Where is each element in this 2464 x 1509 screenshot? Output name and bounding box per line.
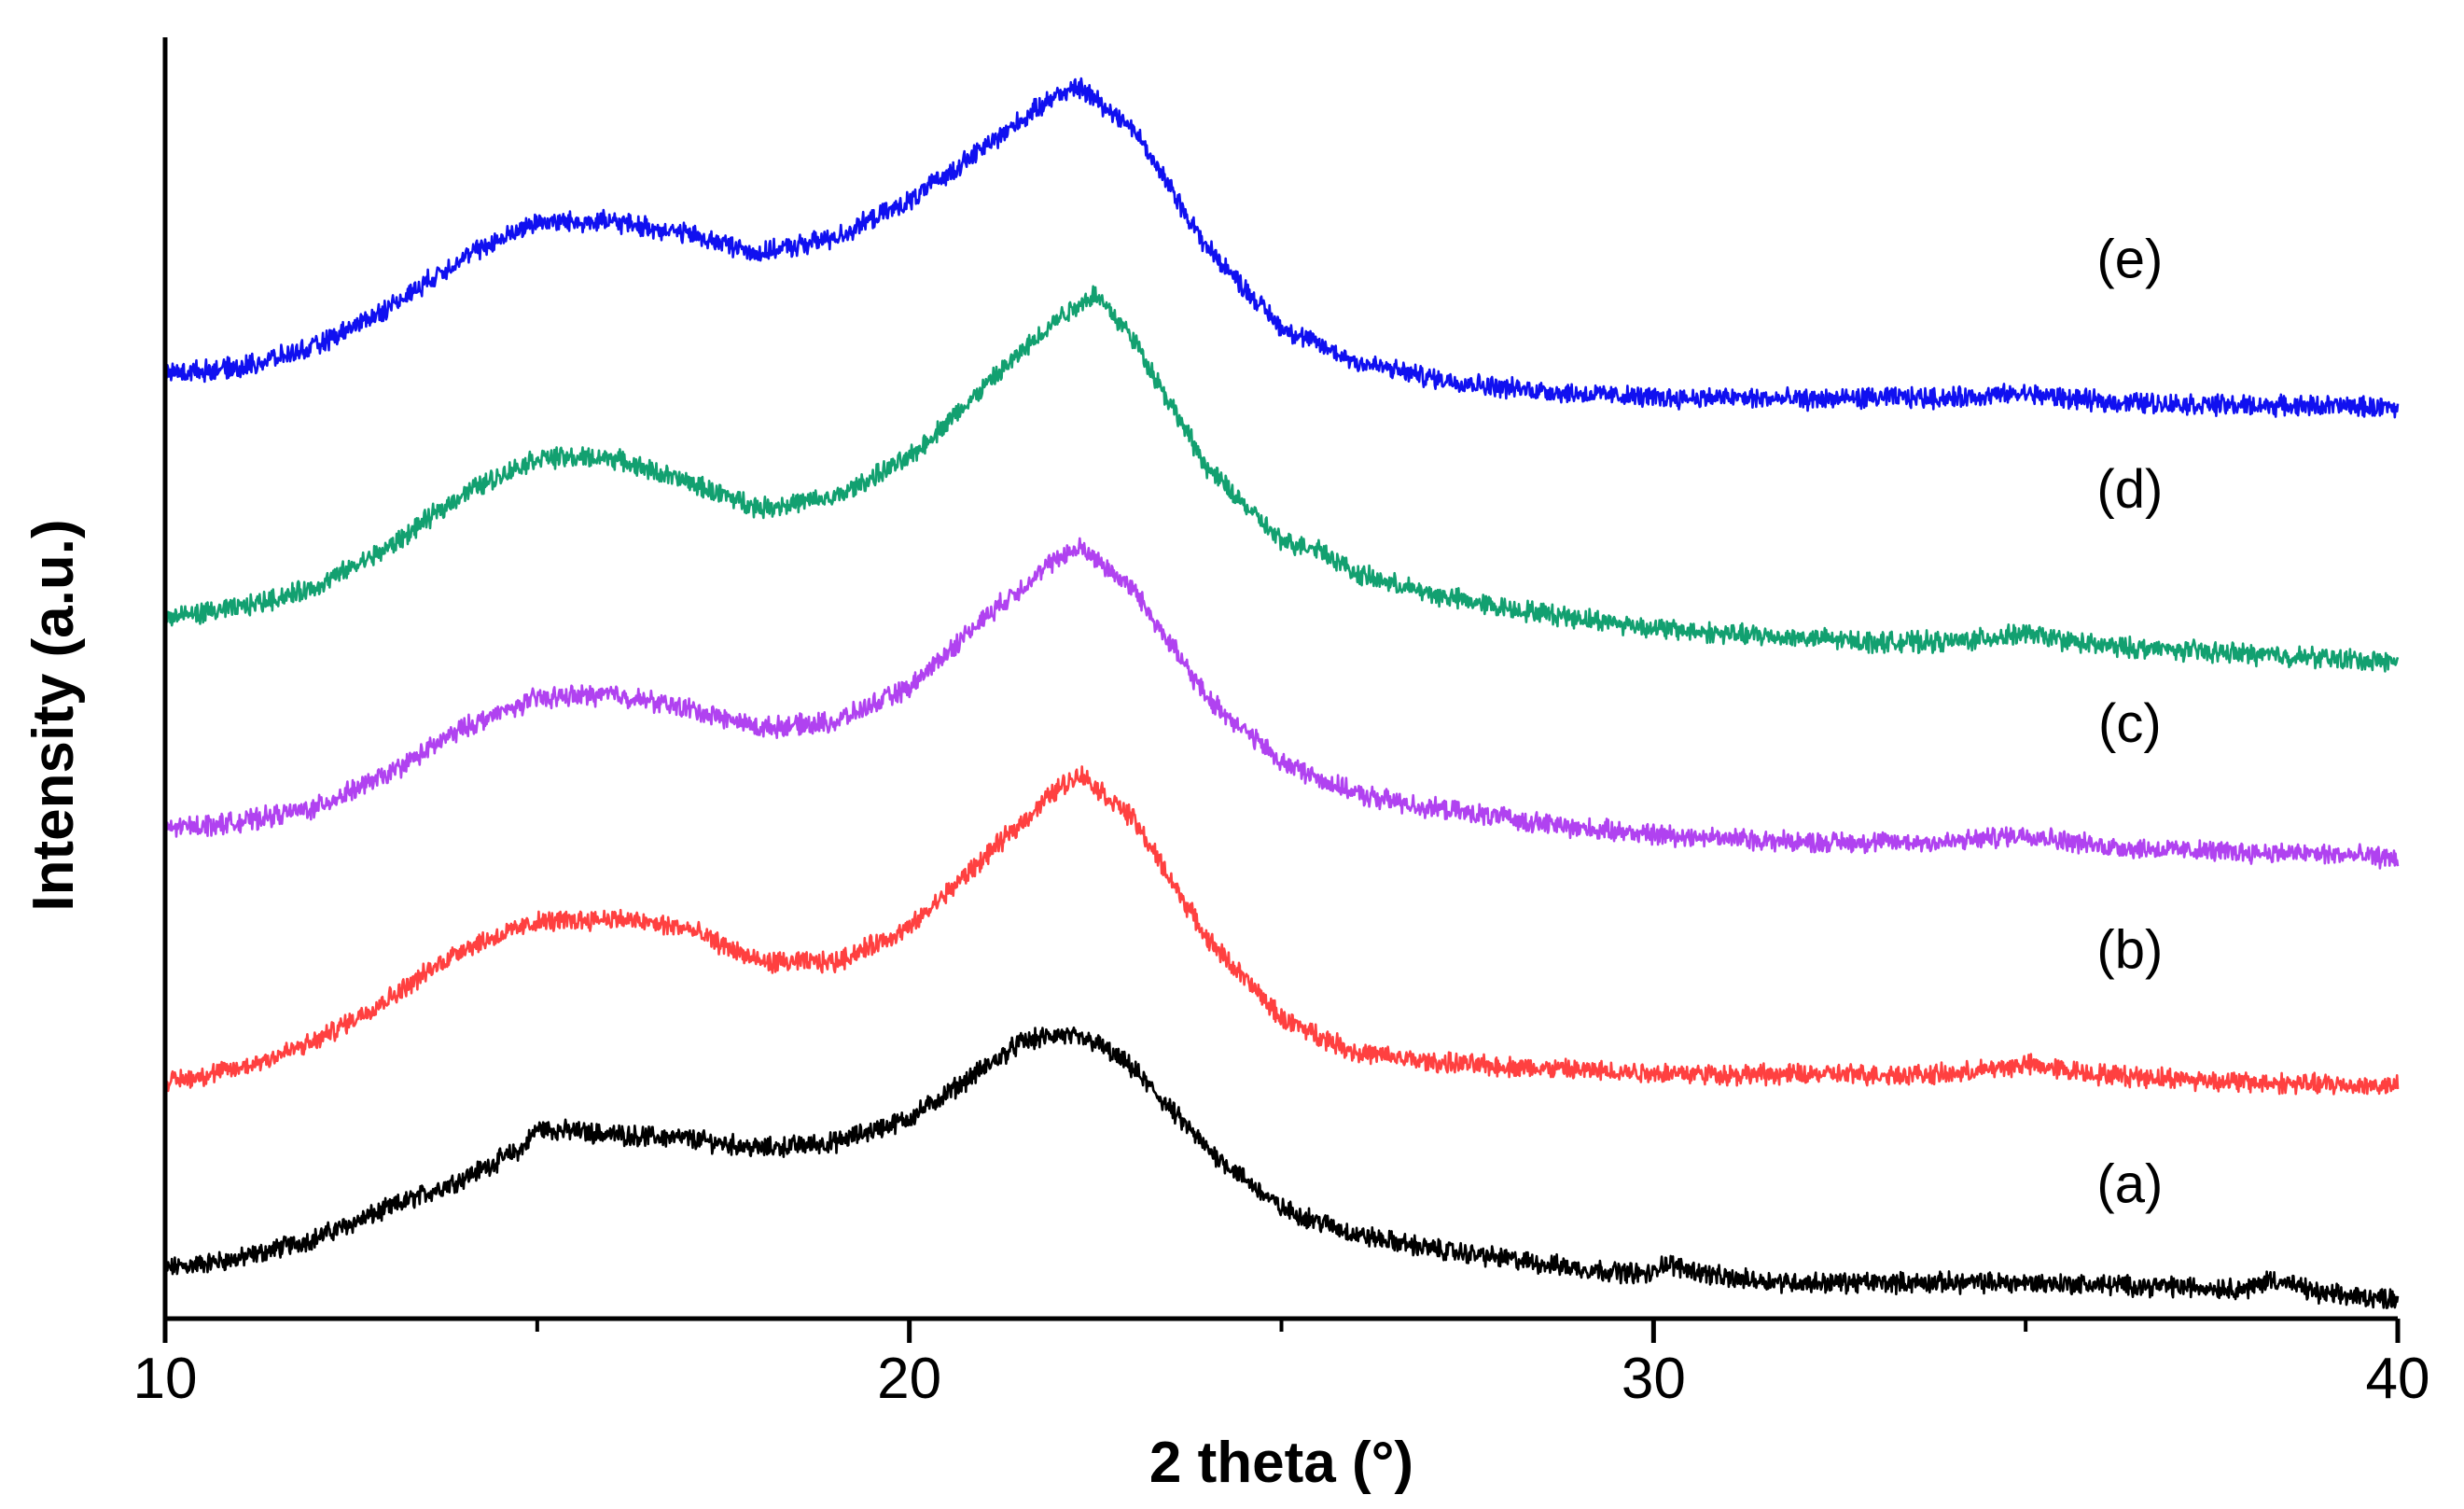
series-line-b [163,765,2400,1096]
series-label-b: (b) [2096,920,2163,981]
series-label-d: (d) [2096,459,2163,520]
x-tick-label: 10 [133,1347,198,1411]
plot-area [163,77,2400,1309]
x-tick-label: 20 [877,1347,941,1411]
x-tick-label: 30 [1622,1347,1686,1411]
x-tick-label: 40 [2366,1347,2430,1411]
series-label-a: (a) [2096,1154,2163,1215]
y-axis-title: Intensity (a.u.) [21,519,86,911]
x-axis-ticks: 10 20 30 40 [133,1319,2430,1411]
x-axis-title: 2 theta (°) [1149,1431,1413,1495]
series-line-d [163,285,2400,673]
series-label-e: (e) [2096,229,2163,289]
series-line-a [163,1026,2400,1309]
series-line-c [163,537,2400,870]
series-label-c: (c) [2098,693,2162,754]
series-line-e [163,77,2400,419]
axes: 10 20 30 40 [133,37,2430,1411]
series-labels: (a) (b) (c) (d) (e) [2096,229,2163,1214]
